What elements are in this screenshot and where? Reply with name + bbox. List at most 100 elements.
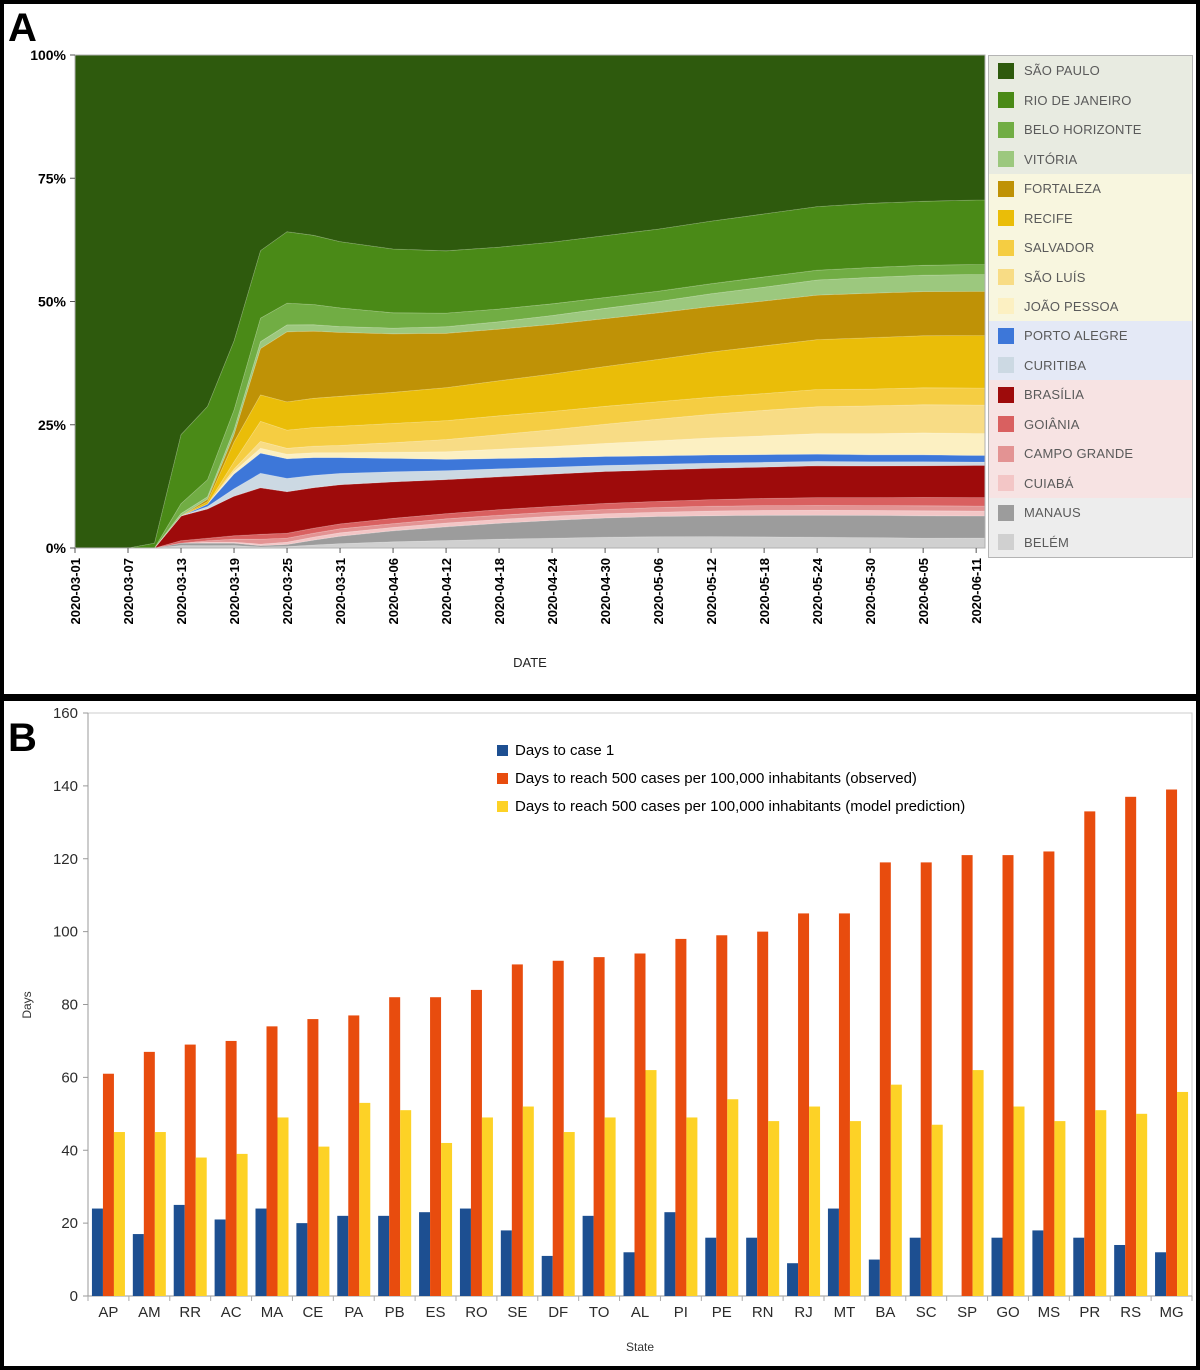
panel-a-x-tick-label: 2020-04-18 <box>492 558 507 625</box>
bar-rn-days-to-case-1 <box>746 1237 758 1296</box>
panel-a-x-tick-label: 2020-05-18 <box>757 558 772 625</box>
legend-item-joao-pessoa: JOÃO PESSOA <box>989 292 1192 321</box>
legend-swatch-goiania <box>998 416 1014 433</box>
panel-a-x-tick-label: 2020-05-30 <box>863 558 878 625</box>
panel-b-y-tick-label: 60 <box>61 1069 78 1086</box>
frame-right-border <box>1196 0 1200 1370</box>
panel-a-x-tick-label: 2020-05-12 <box>704 558 719 625</box>
bar-pr-days-to-case-1 <box>1073 1237 1085 1296</box>
bar-rr-days-to-reach-500-cases-per-100-000-inhabitants <box>184 1044 196 1296</box>
bar-pi-days-to-reach-500-cases-per-100-000-inhabitants <box>675 938 687 1296</box>
legend-swatch-manaus <box>998 504 1014 521</box>
bar-am-days-to-reach-500-cases-per-100-000-inhabitants <box>143 1051 155 1296</box>
bar-ce-days-to-case-1 <box>296 1223 308 1297</box>
panel-a-y-tick-label: 0% <box>46 540 67 556</box>
bar-to-days-to-reach-500-cases-per-100-000-inhabitants <box>593 957 605 1296</box>
bar-legend-label: Days to reach 500 cases per 100,000 inha… <box>515 769 917 787</box>
panel-a-label: A <box>8 6 37 50</box>
panel-b-y-axis: 0 20 40 60 80 100 120 140 160 <box>53 705 88 1305</box>
bar-ap-days-to-reach-500-cases-per-100-000-inhabitants <box>102 1073 114 1296</box>
legend-item-recife: RECIFE <box>989 203 1192 232</box>
bar-go-days-to-reach-500-cases-per-100-000-inhabitants <box>1013 1106 1025 1296</box>
panel-b-x-tick-label: MS <box>1038 1304 1061 1321</box>
panel-b-y-tick-label: 120 <box>53 851 78 868</box>
bar-rr-days-to-case-1 <box>173 1204 185 1296</box>
stacked-area-chart <box>74 54 986 549</box>
panel-b-x-tick-label: SC <box>916 1304 937 1321</box>
legend-group: FORTALEZA RECIFE SALVADOR SÃO LUÍS JOÃO PESS… <box>989 173 1192 322</box>
legend-item-rio-de-janeiro: RIO DE JANEIRO <box>989 85 1192 114</box>
bar-ms-days-to-reach-500-cases-per-100-000-inhabitants <box>1054 1121 1066 1296</box>
legend-item-belem: BELÉM <box>989 528 1192 557</box>
panel-b-x-tick-label: TO <box>589 1304 610 1321</box>
bar-legend-swatch <box>497 800 508 812</box>
bar-rj-days-to-case-1 <box>787 1263 799 1296</box>
legend-swatch-sao-paulo <box>998 62 1014 79</box>
panel-b-x-tick-label: AM <box>138 1304 161 1321</box>
bar-am-days-to-case-1 <box>132 1234 144 1296</box>
panel-a-x-axis: 2020-03-01 2020-03-07 2020-03-13 2020-03-19… <box>68 548 984 625</box>
panel-a-x-tick-label: 2020-03-13 <box>174 558 189 625</box>
bar-rn-days-to-reach-500-cases-per-100-000-inhabitants <box>757 931 769 1297</box>
legend-swatch-porto-alegre <box>998 327 1014 344</box>
panel-a-x-tick-label: 2020-03-31 <box>333 558 348 625</box>
legend-group: BRASÍLIA GOIÂNIA CAMPO GRANDE CUIABÁ <box>989 380 1192 499</box>
bar-ba-days-to-reach-500-cases-per-100-000-inhabitants <box>879 862 891 1296</box>
legend-label: JOÃO PESSOA <box>1024 298 1119 314</box>
legend-group: SÃO PAULO RIO DE JANEIRO BELO HORIZONTE VIT… <box>989 56 1192 174</box>
panel-a-y-tick-label: 75% <box>38 170 67 186</box>
frame-left-border <box>0 0 4 1370</box>
legend-label: CUIABÁ <box>1024 475 1074 491</box>
bar-legend-swatch <box>497 744 508 756</box>
legend-swatch-vitoria <box>998 151 1014 168</box>
bar-chart-legend: Days to case 1 Days to reach 500 cases pe… <box>497 736 965 820</box>
bar-al-days-to-reach-500-cases-per-100-000-inhabitants <box>645 1070 657 1296</box>
legend-item-vitoria: VITÓRIA <box>989 144 1192 173</box>
legend-item-sao-paulo: SÃO PAULO <box>989 56 1192 85</box>
panel-b-x-tick-label: AL <box>631 1304 649 1321</box>
bar-ma-days-to-case-1 <box>255 1208 267 1296</box>
bar-sc-days-to-case-1 <box>909 1237 921 1296</box>
legend-label: PORTO ALEGRE <box>1024 328 1128 344</box>
frame-top-border <box>0 0 1200 4</box>
panel-b-y-tick-label: 40 <box>61 1142 78 1159</box>
bar-sp-days-to-reach-500-cases-per-100-000-inhabitants <box>961 855 973 1296</box>
panel-b-x-tick-label: DF <box>548 1304 568 1321</box>
legend-group: MANAUS BELÉM <box>989 498 1192 557</box>
bar-rr-days-to-reach-500-cases-per-100-000-inhabitants <box>195 1157 207 1296</box>
bar-go-days-to-reach-500-cases-per-100-000-inhabitants <box>1002 855 1014 1296</box>
bar-pi-days-to-case-1 <box>664 1212 676 1296</box>
legend-item-fortaleza: FORTALEZA <box>989 174 1192 203</box>
legend-item-curitiba: CURITIBA <box>989 351 1192 380</box>
bar-ro-days-to-case-1 <box>459 1208 471 1296</box>
panel-b-x-tick-label: PA <box>344 1304 363 1321</box>
bar-rs-days-to-reach-500-cases-per-100-000-inhabitants <box>1136 1113 1148 1296</box>
bar-mt-days-to-reach-500-cases-per-100-000-inhabitants <box>849 1121 861 1296</box>
bar-pr-days-to-reach-500-cases-per-100-000-inhabitants <box>1095 1110 1107 1296</box>
bar-ac-days-to-reach-500-cases-per-100-000-inhabitants <box>236 1153 248 1296</box>
panel-b-x-tick-label: PB <box>385 1304 405 1321</box>
bar-rs-days-to-case-1 <box>1114 1244 1126 1296</box>
panel-a-x-tick-label: 2020-03-19 <box>227 558 242 625</box>
legend-label: BRASÍLIA <box>1024 387 1085 403</box>
panel-b-y-tick-label: 80 <box>61 997 78 1014</box>
bar-pb-days-to-reach-500-cases-per-100-000-inhabitants <box>400 1110 412 1296</box>
legend-swatch-salvador <box>998 239 1014 256</box>
bar-to-days-to-case-1 <box>582 1215 594 1296</box>
bar-ro-days-to-reach-500-cases-per-100-000-inhabitants <box>470 989 482 1296</box>
panel-b-x-tick-label: AC <box>221 1304 242 1321</box>
panel-b-x-tick-label: SP <box>957 1304 977 1321</box>
bar-ap-days-to-reach-500-cases-per-100-000-inhabitants <box>113 1132 125 1296</box>
legend-item-cuiaba: CUIABÁ <box>989 469 1192 498</box>
bar-ap-days-to-case-1 <box>91 1208 103 1296</box>
bar-es-days-to-reach-500-cases-per-100-000-inhabitants <box>441 1142 453 1296</box>
bar-legend-item-days-to-reach-500-ca: Days to reach 500 cases per 100,000 inha… <box>497 764 965 792</box>
legend-label: SÃO LUÍS <box>1024 269 1086 285</box>
city-legend: SÃO PAULO RIO DE JANEIRO BELO HORIZONTE VIT… <box>988 55 1193 558</box>
bar-to-days-to-reach-500-cases-per-100-000-inhabitants <box>604 1117 616 1296</box>
panel-b-x-tick-label: CE <box>302 1304 323 1321</box>
bar-ma-days-to-reach-500-cases-per-100-000-inhabitants <box>266 1026 278 1296</box>
panel-b-y-axis-title: Days <box>20 991 34 1019</box>
bar-es-days-to-reach-500-cases-per-100-000-inhabitants <box>430 997 442 1296</box>
panel-a-x-tick-label: 2020-03-25 <box>280 558 295 625</box>
